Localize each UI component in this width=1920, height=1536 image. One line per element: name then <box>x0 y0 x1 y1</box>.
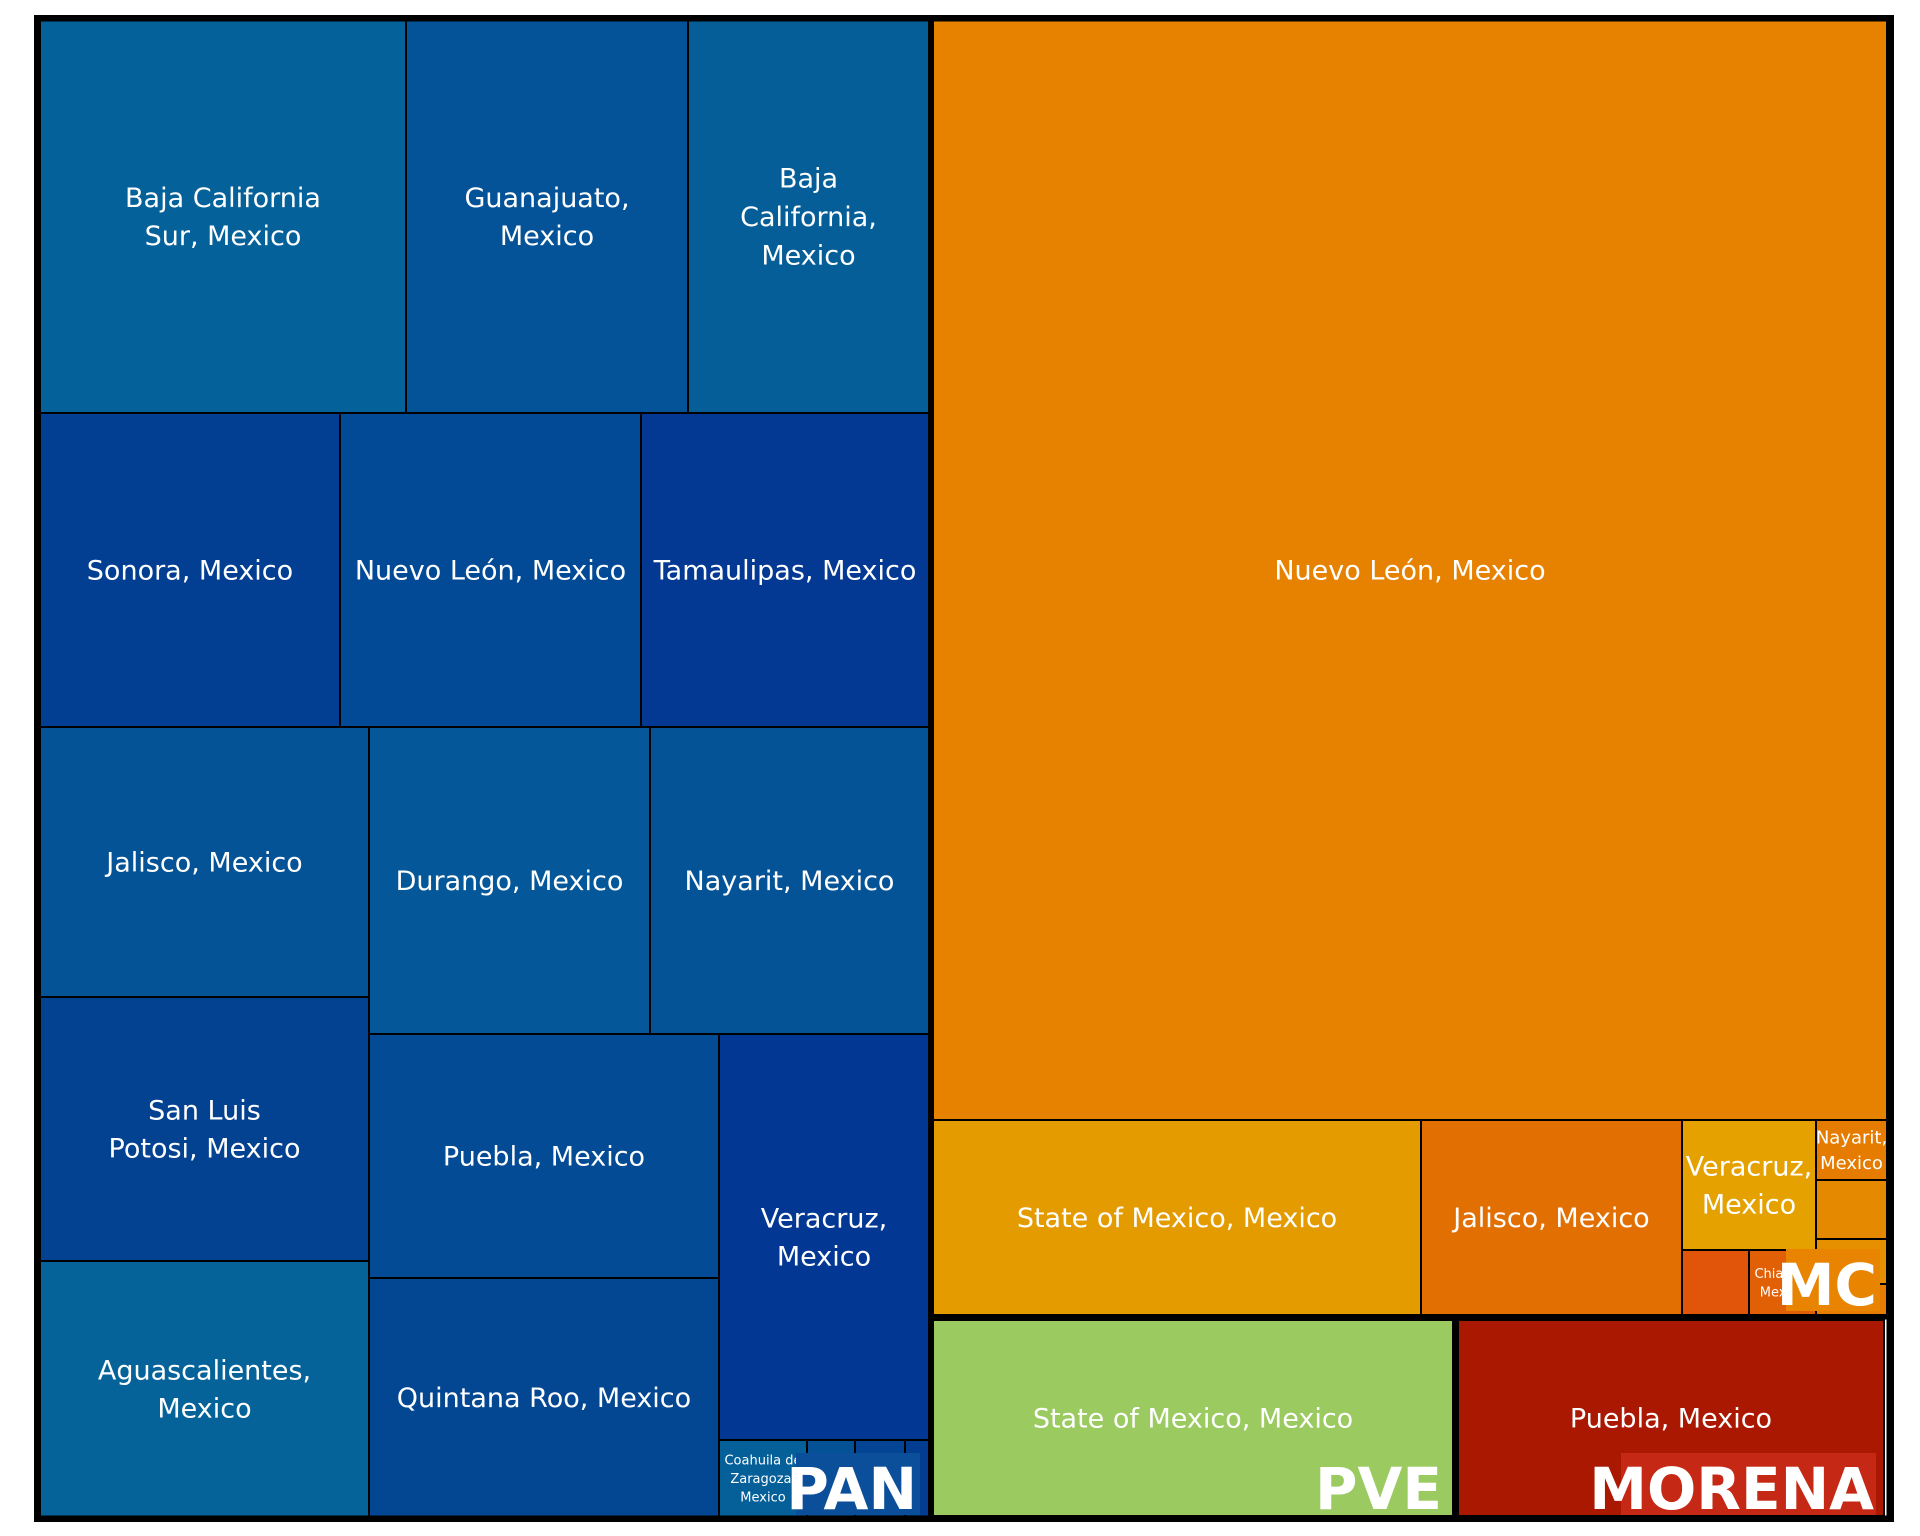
tile-pan-7 <box>39 726 370 998</box>
tile-label: State of Mexico, Mexico <box>1033 1403 1353 1434</box>
tile-mc-3 <box>1420 1119 1683 1316</box>
tile-mc-4 <box>1681 1119 1817 1251</box>
tile-label: Guanajuato, Mexico <box>464 183 629 252</box>
tile-label: Aguascalientes, Mexico <box>98 1355 311 1424</box>
tile-mc-2 <box>932 1119 1422 1316</box>
tile-pan-11 <box>368 1033 720 1279</box>
tile-label: Coahuila de Zaragoza, Mexico <box>724 1454 801 1506</box>
tile-label: Jalisco, Mexico <box>1451 1203 1649 1234</box>
tile-mc-8 <box>1681 1249 1750 1316</box>
tile-label: Veracruz, Mexico <box>761 1203 887 1272</box>
tile-label: Veracruz, Mexico <box>1686 1151 1812 1220</box>
tile-label: Jalisco, Mexico <box>104 847 302 878</box>
group-pve: State of Mexico, Mexico <box>932 1319 1454 1517</box>
tile-pan-1 <box>39 19 407 414</box>
tile-label: Nuevo León, Mexico <box>355 555 626 586</box>
group-pan: Baja California Sur, Mexico Guanajuato, Mex… <box>39 19 930 1518</box>
tile-pan-14 <box>368 1277 720 1518</box>
group-label-pan: PAN <box>786 1455 917 1523</box>
tile-pan-15 <box>718 1439 808 1518</box>
tile-pve-1 <box>932 1319 1454 1517</box>
tile-pan-3 <box>687 19 930 414</box>
tile-pan-6 <box>640 412 930 728</box>
tile-label: Nuevo León, Mexico <box>1274 555 1545 586</box>
tile-label: Baja California, Mexico <box>740 164 877 272</box>
tile-label: San Luis Potosi, Mexico <box>109 1095 301 1164</box>
group-label-morena: MORENA <box>1589 1455 1874 1523</box>
group-label-bg <box>1621 1453 1876 1515</box>
tile-pan-5 <box>339 412 642 728</box>
tile-label: Nayarit, Mexico <box>1816 1128 1887 1175</box>
tile-mc-6 <box>1815 1179 1888 1240</box>
tile-label: State of Mexico, Mexico <box>1017 1203 1337 1234</box>
tile-mc-1 <box>932 19 1888 1121</box>
tile-label: Tamaulipas, Mexico <box>653 555 917 586</box>
tile-label: Quintana Roo, Mexico <box>397 1383 691 1414</box>
group-label-bg <box>796 1453 920 1515</box>
tile-label: Sonora, Mexico <box>87 555 293 586</box>
chart-frame <box>34 15 1894 1522</box>
tile-label: Puebla, Mexico <box>1570 1403 1772 1434</box>
tile-label: Durango, Mexico <box>396 866 624 897</box>
tile-label: Puebla, Mexico <box>443 1141 645 1172</box>
tile-pan-12 <box>718 1033 930 1441</box>
group-label-pve: PVE <box>1315 1455 1442 1523</box>
group-label-mc: MC <box>1777 1251 1877 1319</box>
tile-pan-2 <box>405 19 689 414</box>
tile-label: Baja California Sur, Mexico <box>125 183 321 252</box>
tile-pan-10 <box>39 996 370 1262</box>
group-mc: Nuevo León, Mexico State of Mexico, Mexic… <box>932 19 1888 1316</box>
group-label-bg <box>1786 1249 1880 1311</box>
tile-label: Nayarit, Mexico <box>685 866 895 897</box>
tile-pan-13 <box>39 1260 370 1518</box>
